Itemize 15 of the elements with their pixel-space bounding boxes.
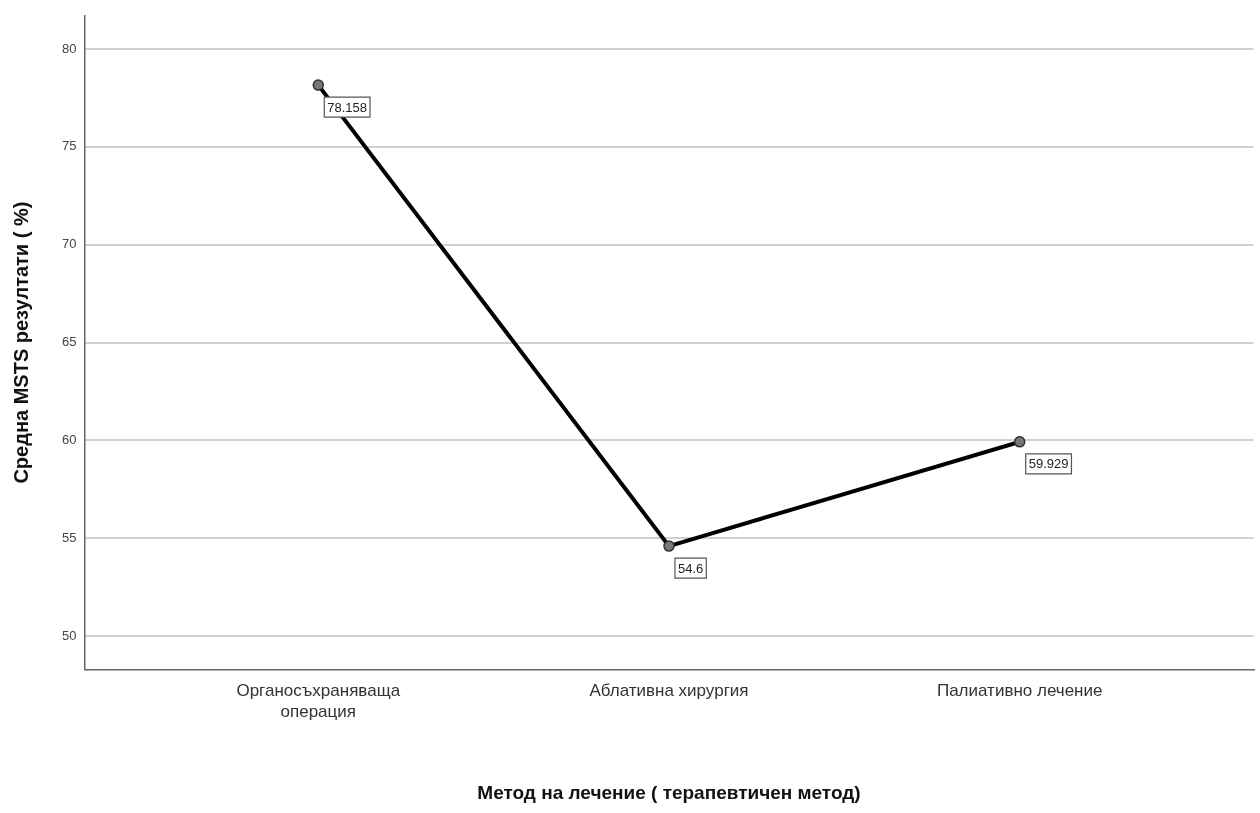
x-tick-label: Аблативна хирургия (589, 681, 749, 701)
y-tick-label: 50 (61, 627, 77, 643)
y-tick-label: 65 (61, 334, 77, 350)
data-label: 78.158 (327, 99, 368, 115)
y-tick-label: 55 (61, 529, 77, 545)
data-label: 54.6 (677, 560, 704, 576)
data-label: 59.929 (1028, 456, 1069, 472)
x-tick-label: Палиативно лечение (936, 681, 1103, 701)
x-axis-title: Метод на лечение ( терапевтичен метод) (477, 781, 861, 803)
y-tick-label: 70 (61, 236, 77, 252)
x-tick-label: Органосъхраняваща операция (236, 681, 401, 721)
y-axis-title: Средна MSTS резултати ( %) (9, 201, 32, 484)
y-tick-label: 80 (61, 40, 77, 56)
y-tick-label: 60 (61, 432, 77, 448)
y-tick-label: 75 (61, 138, 77, 154)
